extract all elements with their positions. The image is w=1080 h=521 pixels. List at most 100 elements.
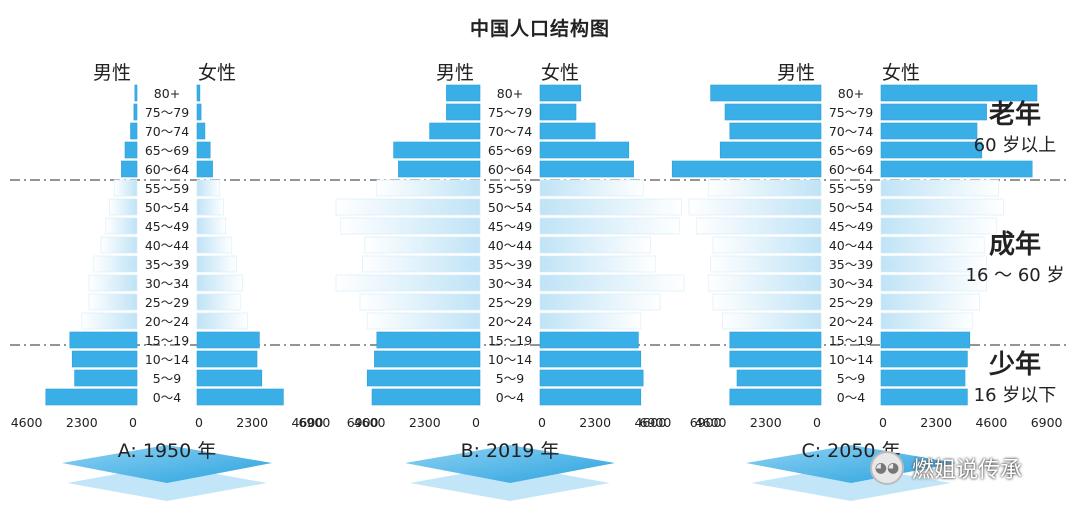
bar-male-40～44	[364, 236, 481, 254]
age-label-45～49: 45～49	[488, 219, 532, 234]
age-label-20～24: 20～24	[488, 314, 532, 329]
bar-male-10～14	[729, 350, 822, 368]
bar-male-25～29	[359, 293, 481, 311]
bar-female-55～59	[539, 179, 644, 197]
age-label-45～49: 45～49	[145, 219, 189, 234]
age-label-20～24: 20～24	[145, 314, 189, 329]
bar-male-10～14	[374, 350, 481, 368]
bar-female-70～74	[196, 122, 206, 140]
bar-male-50～54	[335, 198, 481, 216]
age-label-60～64: 60～64	[488, 162, 532, 177]
bar-male-70～74	[429, 122, 481, 140]
age-label-10～14: 10～14	[488, 352, 532, 367]
tick-male-4600: 4600	[11, 415, 43, 430]
age-label-0～4: 0～4	[153, 390, 181, 405]
bar-female-5～9	[196, 369, 263, 387]
age-label-40～44: 40～44	[829, 238, 873, 253]
age-label-15～19: 15～19	[829, 333, 873, 348]
bar-female-65～69	[196, 141, 211, 159]
bar-male-75～79	[133, 103, 138, 121]
age-label-75～79: 75～79	[488, 105, 532, 120]
bar-female-35～39	[880, 255, 987, 273]
bar-male-80+	[134, 84, 138, 102]
bar-female-45～49	[196, 217, 227, 235]
tick-female-6900: 6900	[347, 415, 379, 430]
age-label-5～9: 5～9	[496, 371, 524, 386]
bar-male-50～54	[109, 198, 138, 216]
bar-female-25～29	[196, 293, 241, 311]
bar-female-25～29	[880, 293, 980, 311]
age-label-70～74: 70～74	[488, 124, 532, 139]
bar-female-80+	[880, 84, 1038, 102]
bar-male-45～49	[695, 217, 822, 235]
bar-female-70～74	[539, 122, 596, 140]
tick-male-2300: 2300	[409, 415, 441, 430]
age-label-55～59: 55～59	[829, 181, 873, 196]
age-label-25～29: 25～29	[829, 295, 873, 310]
age-label-75～79: 75～79	[829, 105, 873, 120]
age-label-15～19: 15～19	[145, 333, 189, 348]
age-label-15～19: 15～19	[488, 333, 532, 348]
panel-title: B: 2019 年	[461, 440, 560, 462]
tick-female-0: 0	[538, 415, 546, 430]
age-label-55～59: 55～59	[145, 181, 189, 196]
bar-female-50～54	[539, 198, 682, 216]
bar-male-20～24	[366, 312, 481, 330]
tick-male-0: 0	[472, 415, 480, 430]
bar-female-0～4	[196, 388, 284, 406]
age-label-5～9: 5～9	[153, 371, 181, 386]
bar-male-45～49	[340, 217, 481, 235]
tick-female-4600: 4600	[634, 415, 666, 430]
age-label-40～44: 40～44	[488, 238, 532, 253]
bar-female-65～69	[539, 141, 630, 159]
age-label-35～39: 35～39	[488, 257, 532, 272]
age-label-35～39: 35～39	[145, 257, 189, 272]
bar-male-15～19	[729, 331, 822, 349]
watermark-text: 燃姐说传承	[912, 458, 1023, 483]
tick-male-0: 0	[813, 415, 821, 430]
bar-female-45～49	[880, 217, 997, 235]
bar-male-55～59	[376, 179, 481, 197]
bar-female-30～34	[539, 274, 685, 292]
bar-female-80+	[196, 84, 201, 102]
bar-male-65～69	[719, 141, 822, 159]
bar-female-40～44	[539, 236, 651, 254]
bar-male-50～54	[688, 198, 822, 216]
bar-female-55～59	[196, 179, 221, 197]
bar-female-5～9	[880, 369, 966, 387]
age-label-30～34: 30～34	[145, 276, 189, 291]
age-label-55～59: 55～59	[488, 181, 532, 196]
age-label-65～69: 65～69	[829, 143, 873, 158]
age-label-60～64: 60～64	[145, 162, 189, 177]
age-label-10～14: 10～14	[145, 352, 189, 367]
tick-female-2300: 2300	[920, 415, 952, 430]
bar-male-35～39	[362, 255, 481, 273]
age-label-10～14: 10～14	[829, 352, 873, 367]
bar-male-25～29	[712, 293, 822, 311]
bar-female-75～79	[880, 103, 987, 121]
bar-male-15～19	[376, 331, 481, 349]
tick-female-0: 0	[195, 415, 203, 430]
bar-male-10～14	[71, 350, 138, 368]
bar-female-20～24	[880, 312, 973, 330]
plate-top	[405, 445, 615, 483]
band-youth-title: 少年	[988, 350, 1041, 380]
band-label-youth: 少年 16 岁以下	[950, 350, 1080, 408]
tick-female-6900: 6900	[1031, 415, 1063, 430]
bar-female-40～44	[196, 236, 233, 254]
bar-female-20～24	[196, 312, 248, 330]
band-label-elderly: 老年 60 岁以上	[950, 100, 1080, 158]
bar-male-0～4	[729, 388, 822, 406]
bar-male-60～64	[671, 160, 822, 178]
bar-female-25～29	[539, 293, 661, 311]
age-label-70～74: 70～74	[145, 124, 189, 139]
header-female: 女性	[882, 62, 920, 84]
bar-female-20～24	[539, 312, 642, 330]
bar-male-0～4	[371, 388, 481, 406]
plate-top	[62, 445, 272, 483]
wechat-icon: ◕◕	[870, 451, 904, 485]
bar-female-40～44	[880, 236, 985, 254]
bar-female-15～19	[196, 331, 260, 349]
header-female: 女性	[541, 62, 579, 84]
